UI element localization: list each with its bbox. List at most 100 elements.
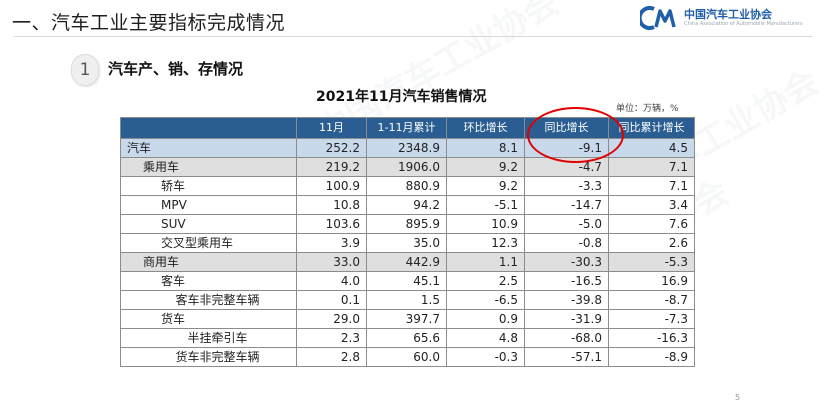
cell-november: 100.9 <box>296 176 367 196</box>
row-label: 交叉型乘用车 <box>120 233 297 253</box>
cell-ytd: 65.6 <box>366 328 447 348</box>
caam-logo: 中国汽车工业协会 China Association of Automobile… <box>640 4 820 34</box>
cell-november: 33.0 <box>296 252 367 272</box>
column-header-november: 11月 <box>296 117 367 139</box>
cell-november: 103.6 <box>296 214 367 234</box>
cell-november: 219.2 <box>296 157 367 177</box>
table-row: MPV 10.8 94.2 -5.1 -14.7 3.4 <box>120 195 695 215</box>
cell-mom: 12.3 <box>446 233 525 253</box>
cell-ytd-yoy: 16.9 <box>608 271 695 291</box>
cell-mom: -5.1 <box>446 195 525 215</box>
cell-yoy: -14.7 <box>524 195 609 215</box>
cell-ytd: 442.9 <box>366 252 447 272</box>
cell-mom: 8.1 <box>446 138 525 158</box>
page-number: 5 <box>735 393 741 402</box>
cell-ytd-yoy: 4.5 <box>608 138 695 158</box>
cell-yoy: -4.7 <box>524 157 609 177</box>
row-label: 客车非完整车辆 <box>120 290 297 310</box>
cell-yoy: -68.0 <box>524 328 609 348</box>
table-row: 商用车 33.0 442.9 1.1 -30.3 -5.3 <box>120 252 695 272</box>
cell-mom: 10.9 <box>446 214 525 234</box>
cell-ytd: 880.9 <box>366 176 447 196</box>
cell-ytd: 397.7 <box>366 309 447 329</box>
cell-yoy: -39.8 <box>524 290 609 310</box>
cell-yoy: -5.0 <box>524 214 609 234</box>
table-row: 货车非完整车辆 2.8 60.0 -0.3 -57.1 -8.9 <box>120 347 695 367</box>
column-header-ytd-yoy: 同比累计增长 <box>608 117 695 139</box>
row-label: 半挂牵引车 <box>120 328 297 348</box>
cell-ytd: 60.0 <box>366 347 447 367</box>
table-row: 客车 4.0 45.1 2.5 -16.5 16.9 <box>120 271 695 291</box>
column-header-category <box>120 117 297 139</box>
cell-ytd: 45.1 <box>366 271 447 291</box>
cell-yoy: -9.1 <box>524 138 609 158</box>
row-label: MPV <box>120 195 297 215</box>
cell-november: 252.2 <box>296 138 367 158</box>
table-row: 乘用车 219.2 1906.0 9.2 -4.7 7.1 <box>120 157 695 177</box>
cell-mom: -0.3 <box>446 347 525 367</box>
table-row: SUV 103.6 895.9 10.9 -5.0 7.6 <box>120 214 695 234</box>
sales-table: 11月 1-11月累计 环比增长 同比增长 同比累计增长 汽车 252.2 23… <box>120 117 695 367</box>
table-row: 货车 29.0 397.7 0.9 -31.9 -7.3 <box>120 309 695 329</box>
slide-title: 一、汽车工业主要指标完成情况 <box>12 12 286 34</box>
column-header-ytd: 1-11月累计 <box>366 117 447 139</box>
logo-text-cn: 中国汽车工业协会 <box>684 8 772 21</box>
cell-ytd: 1906.0 <box>366 157 447 177</box>
row-label: 乘用车 <box>120 157 297 177</box>
cell-november: 0.1 <box>296 290 367 310</box>
row-label: 货车非完整车辆 <box>120 347 297 367</box>
cell-ytd-yoy: 2.6 <box>608 233 695 253</box>
cell-yoy: -0.8 <box>524 233 609 253</box>
cell-ytd-yoy: -8.9 <box>608 347 695 367</box>
caam-logo-icon <box>640 6 676 30</box>
cell-mom: -6.5 <box>446 290 525 310</box>
cell-ytd-yoy: 7.1 <box>608 176 695 196</box>
column-header-yoy: 同比增长 <box>524 117 609 139</box>
cell-yoy: -30.3 <box>524 252 609 272</box>
unit-note: 单位：万辆，% <box>616 104 679 114</box>
cell-november: 2.8 <box>296 347 367 367</box>
cell-ytd-yoy: -7.3 <box>608 309 695 329</box>
row-label: 轿车 <box>120 176 297 196</box>
title-divider <box>14 36 812 37</box>
cell-ytd-yoy: 3.4 <box>608 195 695 215</box>
cell-yoy: -16.5 <box>524 271 609 291</box>
cell-yoy: -31.9 <box>524 309 609 329</box>
cell-mom: 1.1 <box>446 252 525 272</box>
section-heading: 汽车产、销、存情况 <box>108 60 244 78</box>
cell-mom: 2.5 <box>446 271 525 291</box>
row-label: 汽车 <box>120 138 297 158</box>
row-label: 商用车 <box>120 252 297 272</box>
cell-november: 29.0 <box>296 309 367 329</box>
cell-ytd: 1.5 <box>366 290 447 310</box>
cell-mom: 9.2 <box>446 157 525 177</box>
cell-mom: 0.9 <box>446 309 525 329</box>
cell-november: 3.9 <box>296 233 367 253</box>
cell-ytd: 94.2 <box>366 195 447 215</box>
table-row: 半挂牵引车 2.3 65.6 4.8 -68.0 -16.3 <box>120 328 695 348</box>
cell-yoy: -3.3 <box>524 176 609 196</box>
cell-ytd: 2348.9 <box>366 138 447 158</box>
logo-text-en: China Association of Automobile Manufact… <box>684 21 803 27</box>
table-row: 客车非完整车辆 0.1 1.5 -6.5 -39.8 -8.7 <box>120 290 695 310</box>
cell-ytd-yoy: -5.3 <box>608 252 695 272</box>
column-header-mom: 环比增长 <box>446 117 525 139</box>
table-row: 轿车 100.9 880.9 9.2 -3.3 7.1 <box>120 176 695 196</box>
cell-ytd-yoy: 7.6 <box>608 214 695 234</box>
table-row: 汽车 252.2 2348.9 8.1 -9.1 4.5 <box>120 138 695 158</box>
cell-ytd-yoy: 7.1 <box>608 157 695 177</box>
row-label: 货车 <box>120 309 297 329</box>
cell-mom: 9.2 <box>446 176 525 196</box>
cell-november: 4.0 <box>296 271 367 291</box>
row-label: SUV <box>120 214 297 234</box>
cell-ytd: 895.9 <box>366 214 447 234</box>
table-header-row: 11月 1-11月累计 环比增长 同比增长 同比累计增长 <box>120 117 695 139</box>
table-row: 交叉型乘用车 3.9 35.0 12.3 -0.8 2.6 <box>120 233 695 253</box>
cell-mom: 4.8 <box>446 328 525 348</box>
section-number-badge: 1 <box>71 54 99 86</box>
table-title: 2021年11月汽车销售情况 <box>316 89 487 105</box>
cell-ytd: 35.0 <box>366 233 447 253</box>
cell-november: 10.8 <box>296 195 367 215</box>
row-label: 客车 <box>120 271 297 291</box>
